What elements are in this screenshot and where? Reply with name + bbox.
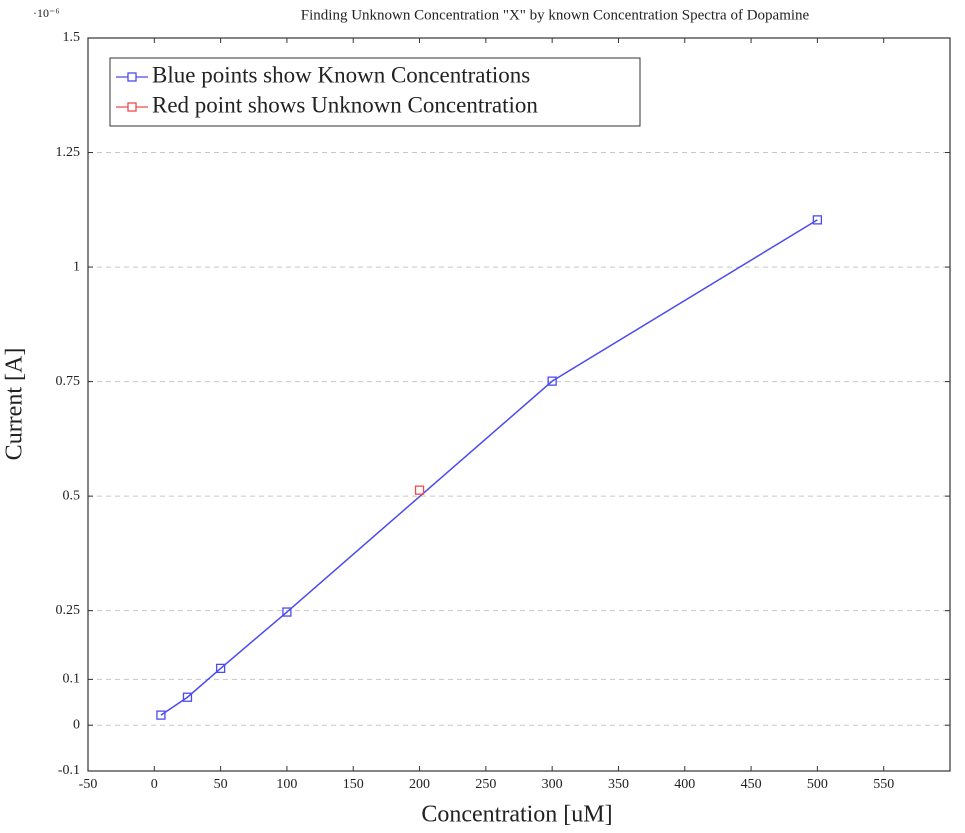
- marker: [156, 710, 166, 720]
- x-tick-label: 500: [807, 777, 828, 792]
- x-tick-label: 100: [276, 777, 297, 792]
- y-tick-label: 0.1: [63, 672, 81, 687]
- y-tick-label: 0.25: [56, 603, 81, 618]
- x-tick-label: 200: [409, 777, 430, 792]
- series-line: [160, 219, 818, 716]
- y-tick-label: 1: [73, 259, 80, 274]
- x-tick-label: 50: [214, 777, 228, 792]
- x-tick-label: 350: [608, 777, 629, 792]
- marker: [812, 215, 823, 225]
- y-tick-label: -0.1: [58, 763, 80, 778]
- x-tick-label: 0: [151, 777, 158, 792]
- marker: [215, 663, 226, 674]
- legend-marker: [127, 102, 137, 112]
- marker: [282, 607, 292, 617]
- x-tick-label: 250: [475, 777, 496, 792]
- plot-frame: [87, 37, 951, 772]
- x-tick-label: -50: [79, 777, 98, 792]
- y-axis-label: Current [A]: [2, 348, 28, 461]
- x-tick-label: 300: [542, 777, 563, 792]
- x-axis-label: Concentration [uM]: [421, 802, 612, 828]
- chart-title: Finding Unknown Concentration "X" by kno…: [301, 7, 810, 23]
- x-tick-label: 450: [741, 777, 762, 792]
- legend-label: Blue points show Known Concentrations: [152, 62, 530, 87]
- y-tick-label: 1.5: [63, 30, 81, 45]
- legend: Blue points show Known Concentrations Red…: [109, 57, 641, 127]
- marker: [414, 485, 425, 495]
- marker: [547, 376, 557, 386]
- y-tick-label: 0.5: [63, 488, 81, 503]
- legend-label: Red point shows Unknown Concentration: [152, 92, 538, 117]
- legend-marker: [127, 72, 137, 82]
- y-tick-label: 0: [73, 717, 80, 732]
- y-tick-label: 1.25: [56, 145, 81, 160]
- x-tick-label: 150: [343, 777, 364, 792]
- marker: [182, 692, 193, 702]
- y-tick-label: 0.75: [56, 374, 81, 389]
- x-tick-label: 550: [873, 777, 894, 792]
- legend-box: [109, 57, 641, 127]
- y-multiplier: ·10⁻⁶: [33, 6, 60, 20]
- x-tick-label: 400: [674, 777, 695, 792]
